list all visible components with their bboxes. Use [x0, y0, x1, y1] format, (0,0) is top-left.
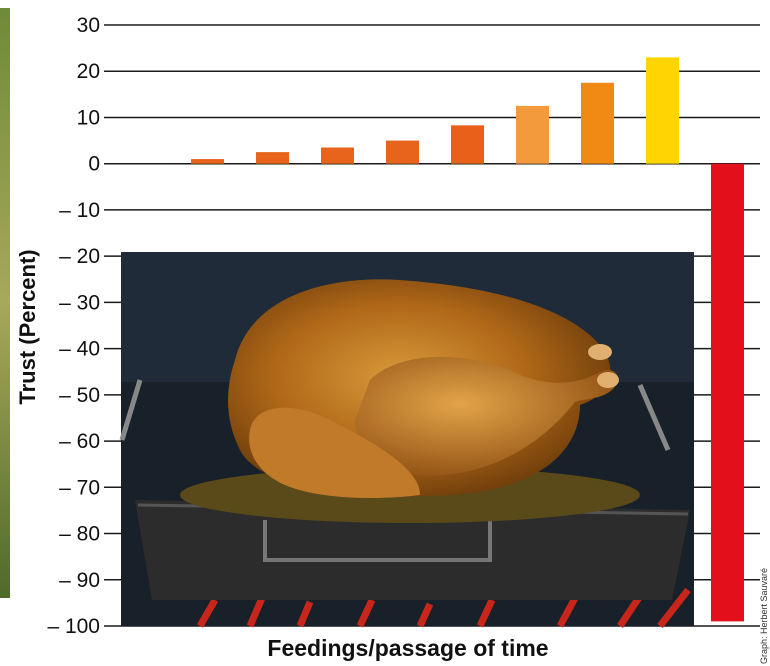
bar-6 [516, 105, 549, 164]
y-tick-label: – 80 [59, 523, 100, 546]
turkey-photo [119, 252, 694, 629]
x-axis-title: Feedings/passage of time [267, 635, 548, 661]
y-tick-label: – 100 [47, 615, 100, 638]
y-tick-label: – 40 [59, 338, 100, 361]
left-edge-photo [0, 8, 10, 598]
bar-4 [386, 140, 419, 164]
y-tick-label: – 60 [59, 430, 100, 453]
bar-5 [451, 125, 484, 164]
y-tick-label: – 20 [59, 245, 100, 268]
graph-credit: Graph: Herbert Sauvaré [759, 568, 769, 664]
y-tick-label: – 50 [59, 384, 100, 407]
bar-2 [256, 152, 289, 164]
y-tick-label: – 30 [59, 291, 100, 314]
y-tick-label: 10 [77, 106, 100, 129]
y-tick-label: – 10 [59, 199, 100, 222]
y-tick-labels: 30 20 10 0 – 10 – 20 – 30 – 40 – 50 – 60 – 70 – 80 –… [47, 14, 100, 638]
y-tick-label: 20 [77, 60, 100, 83]
y-tick-label: 30 [77, 14, 100, 37]
bars [191, 57, 744, 622]
y-axis-title: Trust (Percent) [15, 249, 40, 404]
bar-3 [321, 147, 354, 164]
bar-7 [581, 82, 614, 164]
bar-8 [646, 57, 679, 164]
bar-9 [711, 163, 744, 622]
y-tick-label: – 70 [59, 476, 100, 499]
y-tick-label: – 90 [59, 569, 100, 592]
y-tick-label: 0 [88, 153, 100, 176]
bar-1 [191, 159, 224, 164]
